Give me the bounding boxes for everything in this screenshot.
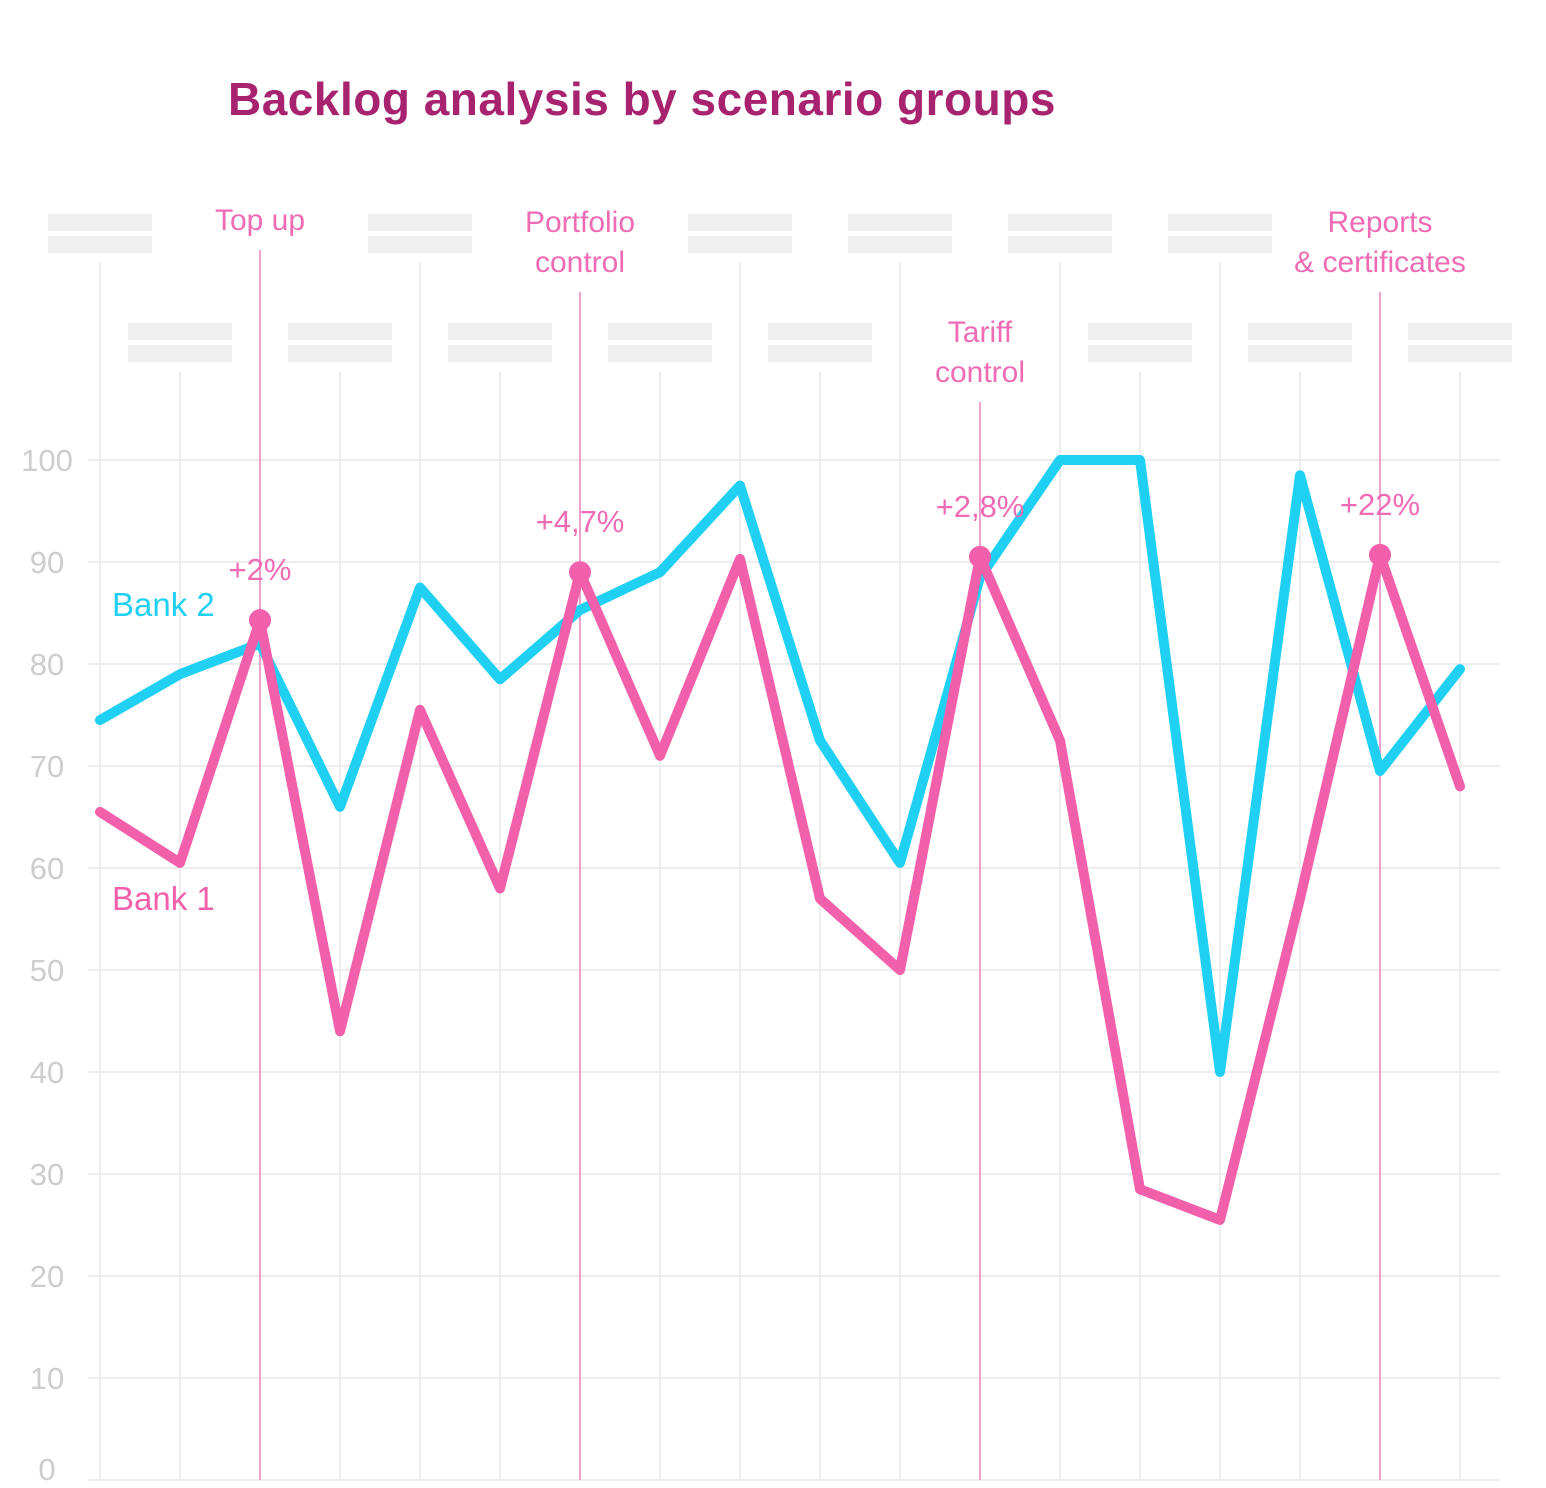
placeholder-bar-slot-8-1 [688, 236, 792, 253]
annotation-delta-label-reports-certificates: +22% [1340, 487, 1420, 522]
category-label-tariff-control: Tariff control [935, 316, 1025, 389]
placeholder-bar-slot-10-0 [848, 214, 952, 231]
category-label-top-up: Top up [215, 204, 305, 237]
y-axis-tick-label-40: 40 [30, 1055, 64, 1090]
y-axis-labels: 0 10 20 30 40 50 60 70 80 90 100 [21, 443, 73, 1487]
annotation-delta-label-portfolio-control: +4,7% [536, 504, 625, 539]
y-axis-tick-label-0: 0 [38, 1452, 55, 1487]
annotation-marker-tariff-control [969, 545, 991, 568]
placeholder-bar-slot-15-1 [1248, 345, 1352, 362]
placeholder-bar-slot-14-0 [1168, 214, 1272, 231]
placeholder-bar-slot-14-1 [1168, 236, 1272, 253]
y-axis-tick-label-90: 90 [30, 545, 64, 580]
series-label-bank-2: Bank 2 [112, 586, 215, 623]
y-axis-tick-label-70: 70 [30, 749, 64, 784]
y-axis-tick-label-100: 100 [21, 443, 73, 478]
placeholder-bar-slot-15-0 [1248, 323, 1352, 340]
placeholder-bar-slot-10-1 [848, 236, 952, 253]
horizontal-gridlines [88, 459, 1500, 1481]
annotation-delta-label-top-up: +2% [229, 552, 292, 587]
placeholder-bar-slot-12-0 [1008, 214, 1112, 231]
placeholder-bar-slot-17-0 [1408, 323, 1512, 340]
bank-2-line [95, 455, 1465, 1077]
placeholder-bar-slot-9-1 [768, 345, 872, 362]
category-labels: Top up Portfolio control Tariff control Repor… [48, 204, 1512, 389]
placeholder-bar-slot-7-1 [608, 345, 712, 362]
placeholder-bar-slot-4-1 [368, 236, 472, 253]
y-axis-tick-label-30: 30 [30, 1157, 64, 1192]
placeholder-bar-slot-5-1 [448, 345, 552, 362]
placeholder-bar-slot-17-1 [1408, 345, 1512, 362]
placeholder-bar-slot-4-0 [368, 214, 472, 231]
category-label-reports-certificates: Reports & certificates [1294, 206, 1466, 279]
category-label-portfolio-control: Portfolio control [525, 206, 635, 279]
y-axis-tick-label-80: 80 [30, 647, 64, 682]
placeholder-bar-slot-1-1 [128, 345, 232, 362]
annotation-delta-label-tariff-control: +2,8% [936, 489, 1025, 524]
annotation-markers: +2% +4,7% +2,8% +22% [229, 487, 1420, 632]
series-lines [95, 455, 1465, 1225]
placeholder-bar-slot-1-0 [128, 323, 232, 340]
bank-1-line [95, 549, 1465, 1225]
placeholder-bar-slot-13-1 [1088, 345, 1192, 362]
placeholder-bar-slot-3-0 [288, 323, 392, 340]
placeholder-bar-slot-8-0 [688, 214, 792, 231]
y-axis-tick-label-50: 50 [30, 953, 64, 988]
placeholder-bar-slot-5-0 [448, 323, 552, 340]
vertical-gridlines [99, 262, 1461, 1480]
annotation-marker-reports-certificates [1369, 543, 1391, 566]
chart-title: Backlog analysis by scenario groups [228, 73, 1056, 125]
placeholder-bar-slot-12-1 [1008, 236, 1112, 253]
placeholder-bar-slot-13-0 [1088, 323, 1192, 340]
placeholder-bar-slot-0-1 [48, 236, 152, 253]
placeholder-bar-slot-9-0 [768, 323, 872, 340]
placeholder-bar-slot-7-0 [608, 323, 712, 340]
series-label-bank-1: Bank 1 [112, 880, 215, 917]
y-axis-tick-label-10: 10 [30, 1361, 64, 1396]
y-axis-tick-label-60: 60 [30, 851, 64, 886]
y-axis-tick-label-20: 20 [30, 1259, 64, 1294]
annotation-marker-portfolio-control [569, 561, 591, 584]
placeholder-bar-slot-0-0 [48, 214, 152, 231]
annotation-marker-top-up [249, 609, 271, 632]
placeholder-bar-slot-3-1 [288, 345, 392, 362]
